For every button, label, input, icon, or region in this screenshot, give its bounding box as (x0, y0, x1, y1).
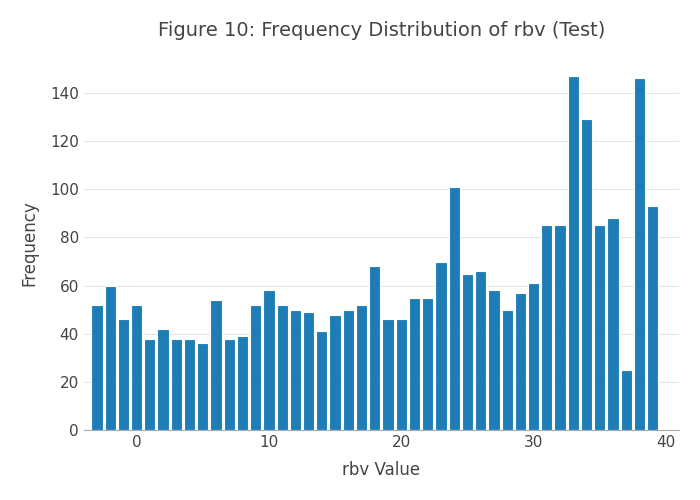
Bar (104, 286, 116, 430)
Bar (501, 310, 513, 430)
Bar (144, 338, 155, 430)
Bar (621, 370, 632, 430)
Title: Figure 10: Frequency Distribution of rbv (Test): Figure 10: Frequency Distribution of rbv… (158, 21, 605, 40)
Bar (554, 226, 566, 430)
Bar (263, 290, 274, 430)
Bar (290, 310, 301, 430)
Bar (395, 320, 407, 430)
Bar (276, 305, 288, 430)
Bar (541, 226, 552, 430)
Bar (91, 305, 102, 430)
Bar (131, 305, 142, 430)
Bar (158, 329, 169, 430)
Bar (369, 266, 380, 430)
Bar (594, 226, 606, 430)
Y-axis label: Frequency: Frequency (21, 200, 38, 286)
Bar (435, 262, 447, 430)
Bar (211, 300, 222, 430)
Bar (118, 320, 129, 430)
Bar (303, 312, 314, 430)
Bar (581, 120, 592, 430)
Bar (197, 344, 209, 430)
Bar (316, 332, 328, 430)
Bar (422, 298, 433, 430)
Bar (528, 283, 539, 430)
Bar (462, 274, 473, 430)
Bar (237, 336, 248, 430)
Bar (223, 338, 235, 430)
Bar (608, 218, 619, 430)
Bar (489, 290, 500, 430)
Bar (449, 187, 460, 430)
Bar (343, 310, 354, 430)
Bar (171, 338, 182, 430)
Bar (647, 206, 658, 430)
Bar (475, 271, 486, 430)
Bar (409, 298, 420, 430)
Bar (250, 305, 261, 430)
Bar (382, 320, 393, 430)
X-axis label: rbv Value: rbv Value (342, 461, 421, 479)
Bar (330, 314, 341, 430)
Bar (568, 76, 579, 430)
Bar (514, 293, 526, 430)
Bar (184, 338, 195, 430)
Bar (634, 78, 645, 430)
Bar (356, 305, 368, 430)
